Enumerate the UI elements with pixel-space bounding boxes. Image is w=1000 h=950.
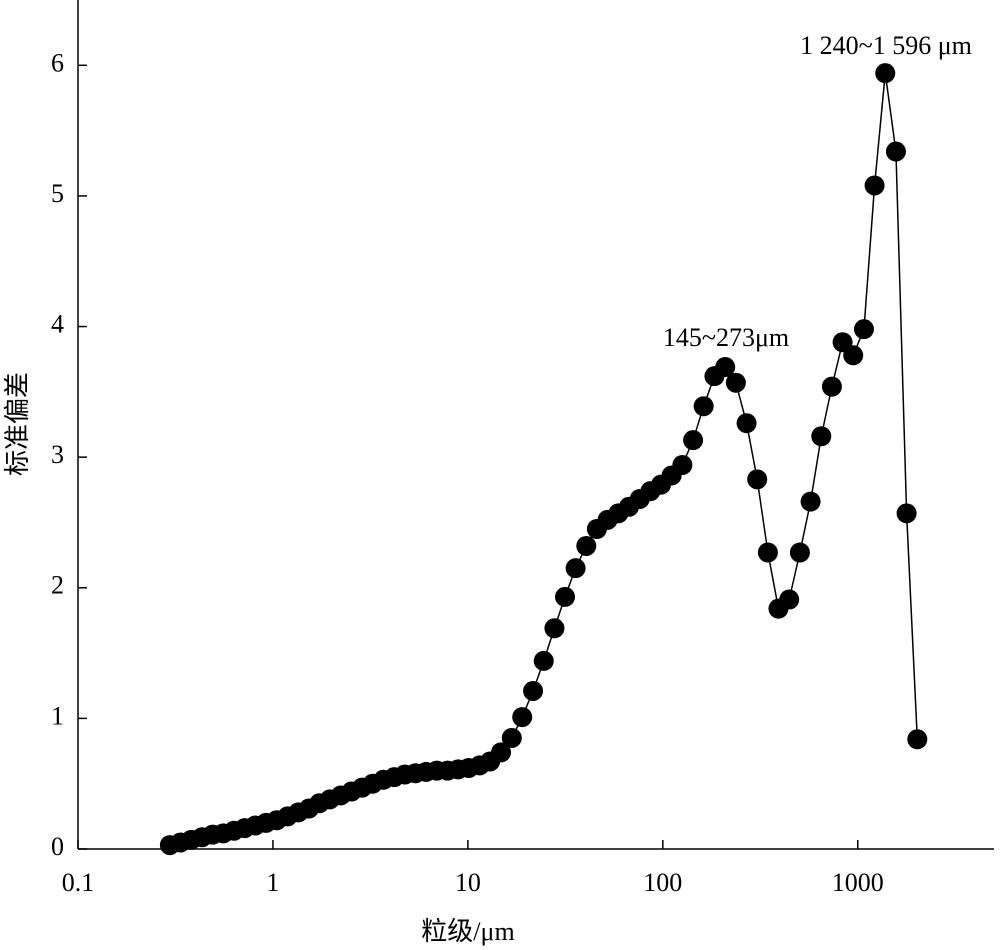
data-point bbox=[523, 680, 544, 701]
data-point bbox=[725, 372, 746, 393]
data-point bbox=[555, 586, 576, 607]
annotation: 145~273μm bbox=[663, 323, 789, 352]
data-point bbox=[576, 535, 597, 556]
data-point bbox=[811, 426, 832, 447]
x-tick-label: 1 bbox=[266, 868, 279, 897]
y-tick-label: 4 bbox=[51, 310, 64, 339]
data-point bbox=[533, 650, 554, 671]
data-point bbox=[491, 742, 512, 763]
y-tick-label: 0 bbox=[51, 832, 64, 861]
data-point bbox=[885, 141, 906, 162]
data-point bbox=[565, 558, 586, 579]
y-tick-label: 2 bbox=[51, 571, 64, 600]
x-tick-label: 0.1 bbox=[62, 868, 95, 897]
data-point bbox=[736, 413, 757, 434]
data-point bbox=[715, 357, 736, 378]
y-tick-label: 1 bbox=[51, 701, 64, 730]
annotation: 1 240~1 596 μm bbox=[800, 31, 972, 60]
data-line bbox=[169, 73, 919, 846]
x-tick-label: 1000 bbox=[832, 868, 884, 897]
data-point bbox=[512, 707, 533, 728]
data-point bbox=[672, 454, 693, 475]
data-point bbox=[821, 376, 842, 397]
data-point bbox=[907, 729, 928, 750]
data-point bbox=[779, 589, 800, 610]
data-point bbox=[683, 430, 704, 451]
data-point bbox=[747, 469, 768, 490]
x-axis-label: 粒级/μm bbox=[421, 917, 514, 946]
data-point bbox=[864, 175, 885, 196]
data-point bbox=[501, 727, 522, 748]
data-point bbox=[789, 542, 810, 563]
data-point bbox=[693, 396, 714, 417]
y-axis-label: 标准偏差 bbox=[3, 372, 32, 476]
data-point bbox=[875, 63, 896, 84]
x-tick-label: 100 bbox=[643, 868, 682, 897]
y-tick-label: 3 bbox=[51, 440, 64, 469]
data-point bbox=[843, 345, 864, 366]
y-tick-label: 5 bbox=[51, 179, 64, 208]
y-tick-label: 6 bbox=[51, 48, 64, 77]
x-tick-label: 10 bbox=[455, 868, 481, 897]
data-point bbox=[757, 542, 778, 563]
data-point bbox=[896, 503, 917, 524]
data-point bbox=[853, 319, 874, 340]
data-point bbox=[800, 491, 821, 512]
data-point bbox=[544, 618, 565, 639]
